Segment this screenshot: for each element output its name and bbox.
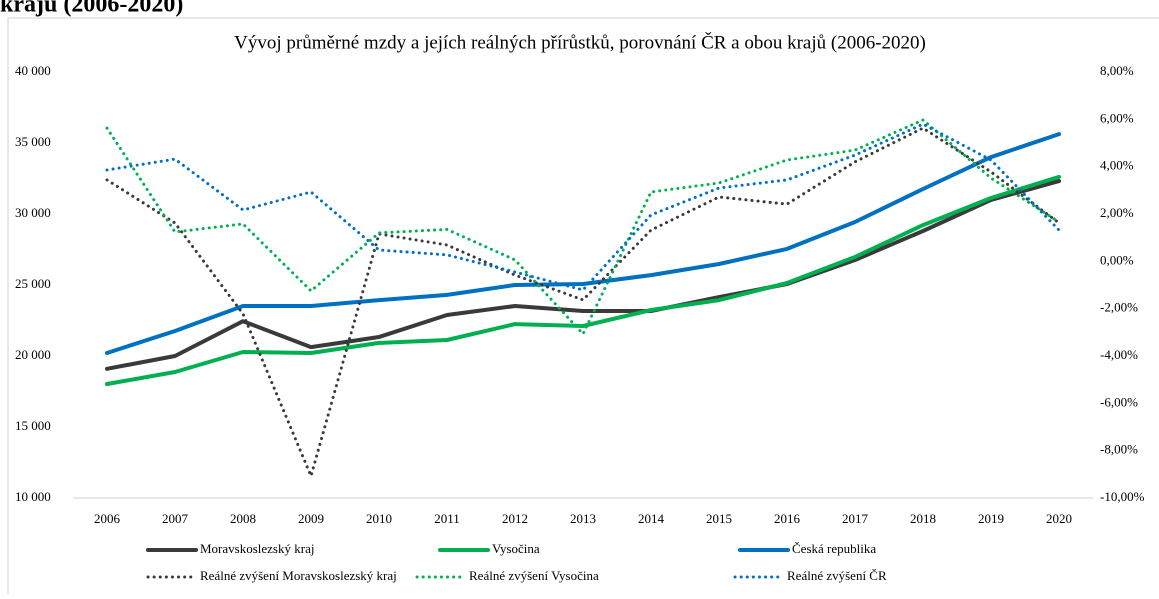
y2-tick-label: 8,00% xyxy=(1100,63,1134,78)
x-tick-label: 2013 xyxy=(570,511,596,526)
series-line xyxy=(105,122,1061,292)
y-tick-label: 40 000 xyxy=(15,63,51,78)
y2-tick-label: -10,00% xyxy=(1100,489,1145,504)
x-tick-label: 2014 xyxy=(638,511,665,526)
x-tick-label: 2009 xyxy=(298,511,324,526)
y2-tick-label: -2,00% xyxy=(1100,300,1138,315)
legend-label: Moravskoslezský kraj xyxy=(200,541,314,556)
y-tick-label: 35 000 xyxy=(15,134,51,149)
legend-label: Reálné zvýšení Moravskoslezský kraj xyxy=(200,568,397,583)
series-line xyxy=(105,132,1061,355)
x-tick-label: 2019 xyxy=(978,511,1004,526)
series-line xyxy=(105,118,1061,336)
y2-tick-label: -8,00% xyxy=(1100,442,1138,457)
legend-label: Česká republika xyxy=(792,541,876,556)
x-tick-label: 2017 xyxy=(842,511,869,526)
y2-tick-label: 6,00% xyxy=(1100,110,1134,125)
x-tick-label: 2012 xyxy=(502,511,528,526)
x-tick-label: 2018 xyxy=(910,511,936,526)
x-tick-label: 2015 xyxy=(706,511,732,526)
chart-border xyxy=(7,17,1159,599)
series-line xyxy=(105,126,1061,478)
series-line xyxy=(105,179,1061,371)
y2-tick-label: -6,00% xyxy=(1100,394,1138,409)
y2-tick-label: 2,00% xyxy=(1100,205,1134,220)
x-tick-label: 2006 xyxy=(94,511,121,526)
x-tick-label: 2007 xyxy=(162,511,189,526)
x-tick-label: 2016 xyxy=(774,511,801,526)
legend-label: Reálné zvýšení Vysočina xyxy=(469,568,599,583)
y2-tick-label: 0,00% xyxy=(1100,252,1134,267)
legend-label: Reálné zvýšení ČR xyxy=(787,568,887,583)
y-tick-label: 20 000 xyxy=(15,347,51,362)
y-tick-label: 25 000 xyxy=(15,276,51,291)
y-tick-label: 10 000 xyxy=(15,489,51,504)
x-tick-label: 2010 xyxy=(366,511,392,526)
legend-label: Vysočina xyxy=(492,541,540,556)
x-tick-label: 2008 xyxy=(230,511,256,526)
series-line xyxy=(105,174,1061,386)
x-tick-label: 2011 xyxy=(434,511,460,526)
y2-tick-label: -4,00% xyxy=(1100,347,1138,362)
y2-tick-label: 4,00% xyxy=(1100,158,1134,173)
chart-title: Vývoj průměrné mzdy a jejích reálných př… xyxy=(234,31,926,53)
y-tick-label: 30 000 xyxy=(15,205,51,220)
heading: kraju (2006-2020) xyxy=(0,0,183,18)
x-tick-label: 2020 xyxy=(1046,511,1072,526)
y-tick-label: 15 000 xyxy=(15,418,51,433)
